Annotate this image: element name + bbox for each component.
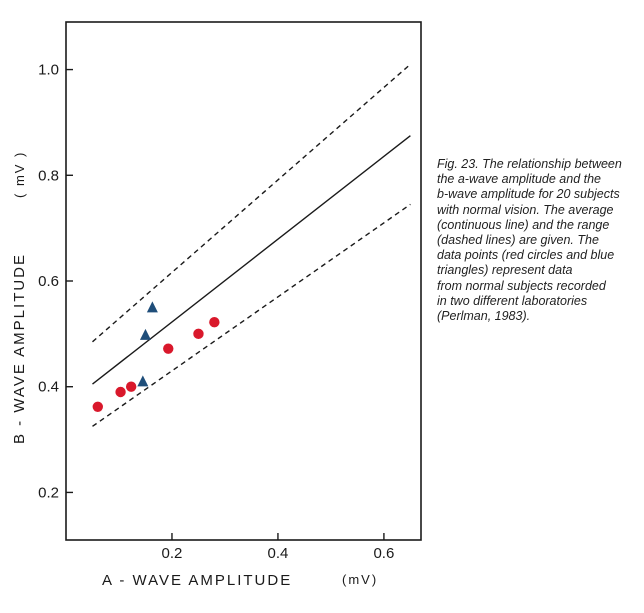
caption-line: (Perlman, 1983).: [437, 309, 531, 324]
y-tick-label: 0.8: [38, 167, 59, 184]
y-tick-label: 0.6: [38, 273, 59, 290]
average-line: [92, 135, 411, 385]
caption-line: data points (red circles and blue: [437, 248, 615, 263]
caption-line: (continuous line) and the range: [437, 217, 610, 232]
x-tick-label: 0.6: [373, 545, 394, 562]
x-tick-label: 0.2: [162, 545, 183, 562]
data-point-circle: [91, 400, 104, 413]
data-point-circle: [125, 380, 137, 393]
data-point-circle: [162, 342, 175, 355]
x-axis-unit: (mV): [342, 572, 378, 587]
caption-line: from normal subjects recorded: [437, 278, 606, 293]
x-axis-ticks: [171, 533, 385, 540]
caption-line: triangles) represent data: [437, 263, 573, 278]
y-tick-label: 0.2: [38, 484, 59, 501]
data-point-circle: [192, 328, 205, 340]
y-tick-label: 0.4: [38, 379, 59, 396]
y-axis-unit: ( mV ): [12, 151, 27, 198]
y-axis-ticks: [66, 68, 73, 494]
caption-line: (dashed lines) are given. The: [437, 233, 599, 248]
caption-line: b-wave amplitude for 20 subjects: [437, 187, 620, 202]
plot-area-frame: [65, 21, 422, 541]
caption-line: Fig. 23. The relationship between: [437, 157, 622, 171]
caption-line: with normal vision. The average: [437, 202, 614, 217]
y-axis-tick-labels: 0.2 0.4 0.6 0.8 1.0: [38, 62, 59, 502]
y-axis-title: B - WAVE AMPLITUDE: [11, 253, 28, 444]
data-point-circle: [114, 386, 127, 398]
data-point-triangle: [139, 328, 151, 340]
data-point-circle: [208, 316, 221, 329]
caption-line: the a-wave amplitude and the: [437, 172, 601, 187]
x-axis-title: A - WAVE AMPLITUDE: [102, 572, 292, 589]
data-points: [91, 301, 221, 413]
reference-lines: [92, 63, 411, 427]
range-line-dashed: [92, 203, 411, 427]
data-point-triangle: [146, 301, 158, 313]
range-line-dashed: [92, 63, 411, 343]
x-tick-label: 0.4: [268, 545, 289, 562]
x-axis-tick-labels: 0.2 0.4 0.6: [162, 545, 395, 562]
data-point-triangle: [137, 375, 149, 387]
figure-caption: Fig. 23. The relationship between the a-w…: [437, 157, 642, 324]
y-tick-label: 1.0: [38, 62, 59, 79]
caption-line: in two different laboratories: [437, 293, 588, 308]
